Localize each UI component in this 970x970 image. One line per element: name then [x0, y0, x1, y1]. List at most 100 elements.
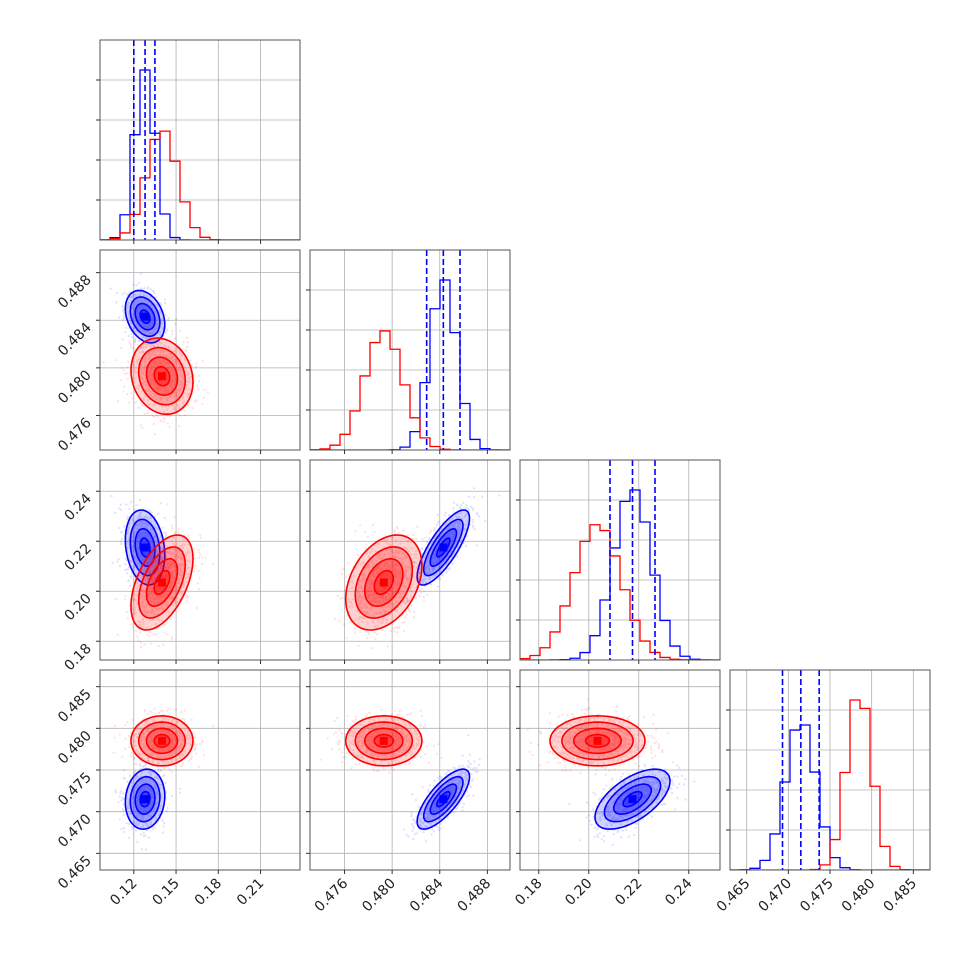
- scatter-point: [156, 559, 159, 562]
- contour-line: [130, 337, 194, 416]
- scatter-point: [149, 394, 152, 397]
- scatter-point: [452, 507, 455, 510]
- scatter-point: [142, 766, 145, 770]
- scatter-point: [153, 353, 157, 357]
- scatter-point: [149, 781, 152, 785]
- scatter-point: [147, 562, 150, 566]
- scatter-point: [150, 545, 153, 549]
- scatter-point: [134, 556, 137, 559]
- scatter-point: [437, 521, 440, 525]
- scatter-point: [153, 387, 156, 390]
- scatter-point: [181, 382, 184, 385]
- scatter-point: [139, 524, 143, 528]
- scatter-point: [399, 592, 402, 595]
- scatter-point: [169, 586, 172, 589]
- scatter-point: [456, 538, 459, 541]
- scatter-point: [170, 560, 173, 564]
- scatter-point: [173, 384, 176, 387]
- scatter-point: [356, 595, 359, 598]
- scatter-point: [445, 534, 448, 537]
- scatter-point: [429, 572, 432, 575]
- scatter-point: [366, 611, 369, 614]
- scatter-point: [142, 399, 145, 402]
- scatter-point: [114, 789, 117, 792]
- scatter-point: [157, 389, 160, 392]
- scatter-point: [173, 383, 176, 386]
- scatter-point: [180, 553, 183, 556]
- scatter-point: [441, 574, 444, 577]
- scatter-point: [187, 575, 190, 579]
- scatter-point: [171, 562, 174, 565]
- scatter-point: [371, 573, 375, 577]
- scatter-point: [428, 536, 431, 540]
- scatter-point: [167, 319, 170, 322]
- scatter-point: [137, 516, 140, 519]
- scatter-point: [162, 555, 165, 558]
- scatter-point: [368, 552, 371, 555]
- scatter-point: [156, 607, 160, 610]
- scatter-point: [147, 807, 150, 810]
- scatter-point: [153, 403, 156, 407]
- scatter-point: [138, 584, 141, 587]
- scatter-point: [135, 523, 138, 526]
- scatter-point: [137, 798, 140, 801]
- scatter-point: [356, 609, 359, 613]
- scatter-point: [473, 487, 476, 490]
- scatter-point: [423, 578, 426, 581]
- scatter-point: [143, 611, 146, 615]
- scatter-point: [163, 563, 167, 566]
- scatter-point: [458, 507, 461, 510]
- scatter-point: [136, 298, 140, 301]
- scatter-point: [176, 600, 179, 603]
- scatter-point: [191, 406, 194, 410]
- scatter-point: [133, 807, 136, 810]
- scatter-point: [150, 311, 153, 314]
- scatter-point: [137, 311, 140, 314]
- scatter-point: [375, 612, 378, 615]
- scatter-point: [169, 561, 172, 564]
- scatter-point: [357, 596, 360, 599]
- scatter-point: [130, 322, 133, 325]
- scatter-point: [161, 556, 164, 559]
- scatter-point: [433, 567, 436, 571]
- scatter-point: [142, 600, 145, 603]
- scatter-point: [385, 549, 388, 552]
- scatter-point: [143, 764, 146, 767]
- scatter-point: [132, 313, 135, 316]
- scatter-point: [159, 807, 162, 810]
- scatter-point: [442, 554, 445, 557]
- scatter-point: [457, 528, 460, 531]
- scatter-point: [155, 312, 158, 315]
- scatter-point: [171, 373, 174, 376]
- scatter-point: [149, 288, 152, 291]
- scatter-point: [170, 540, 173, 543]
- scatter-point: [135, 799, 138, 803]
- scatter-point: [138, 339, 141, 342]
- scatter-point: [150, 378, 153, 382]
- scatter-point: [142, 293, 145, 296]
- scatter-point: [452, 535, 455, 538]
- scatter-point: [153, 550, 156, 553]
- scatter-point: [181, 405, 184, 408]
- scatter-point: [396, 581, 400, 584]
- scatter-point: [143, 287, 146, 290]
- scatter-point: [160, 804, 163, 807]
- scatter-point: [354, 627, 357, 630]
- scatter-point: [415, 577, 418, 580]
- scatter-point: [140, 790, 143, 793]
- scatter-point: [363, 602, 366, 605]
- scatter-point: [180, 573, 183, 577]
- scatter-point: [134, 293, 137, 296]
- scatter-point: [387, 592, 390, 596]
- scatter-point: [458, 529, 461, 532]
- scatter-point: [422, 590, 425, 593]
- scatter-point: [383, 564, 387, 567]
- scatter-point: [180, 556, 183, 559]
- scatter-point: [137, 561, 140, 564]
- scatter-point: [148, 806, 151, 809]
- scatter-point: [140, 788, 143, 791]
- scatter-point: [154, 311, 157, 314]
- scatter-point: [172, 407, 175, 410]
- scatter-point: [158, 363, 161, 366]
- scatter-point: [187, 595, 190, 598]
